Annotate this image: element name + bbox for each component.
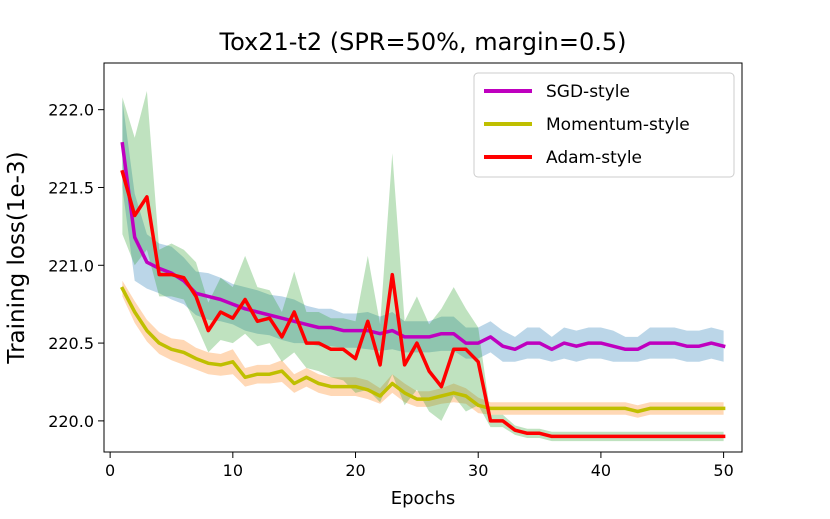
legend-label: Adam-style bbox=[546, 148, 642, 168]
x-axis-ticks: 0 10 20 30 40 50 bbox=[105, 452, 734, 480]
legend: SGD-style Momentum-style Adam-style bbox=[473, 72, 735, 178]
x-tick-label: 40 bbox=[591, 461, 611, 480]
legend-box bbox=[473, 72, 735, 178]
band-adam-style bbox=[122, 91, 724, 442]
y-axis-ticks: 220.0 220.5 221.0 221.5 222.0 bbox=[48, 101, 104, 431]
chart-title: Tox21-t2 (SPR=50%, margin=0.5) bbox=[219, 28, 627, 56]
y-tick-label: 221.5 bbox=[48, 178, 94, 197]
confidence-bands bbox=[122, 91, 724, 442]
line-sgd-style bbox=[120, 141, 726, 352]
line-adam-style bbox=[120, 169, 726, 439]
x-tick-label: 20 bbox=[345, 461, 365, 480]
y-axis-label: Training loss(1e-3) bbox=[4, 151, 30, 364]
line-momentum-style bbox=[120, 286, 726, 414]
x-tick-label: 30 bbox=[468, 461, 488, 480]
y-tick-label: 220.5 bbox=[48, 334, 94, 353]
series-lines bbox=[120, 141, 726, 439]
legend-label: Momentum-style bbox=[546, 115, 690, 135]
band-sgd-style bbox=[122, 100, 724, 362]
plot-frame bbox=[103, 62, 743, 453]
x-tick-label: 0 bbox=[105, 461, 115, 480]
x-tick-label: 50 bbox=[713, 461, 733, 480]
legend-label: SGD-style bbox=[546, 82, 630, 102]
x-tick-label: 10 bbox=[223, 461, 243, 480]
y-tick-label: 221.0 bbox=[48, 256, 94, 275]
x-axis-label: Epochs bbox=[391, 488, 456, 509]
band-momentum-style bbox=[122, 280, 724, 418]
y-tick-label: 222.0 bbox=[48, 101, 94, 120]
y-tick-label: 220.0 bbox=[48, 412, 94, 431]
